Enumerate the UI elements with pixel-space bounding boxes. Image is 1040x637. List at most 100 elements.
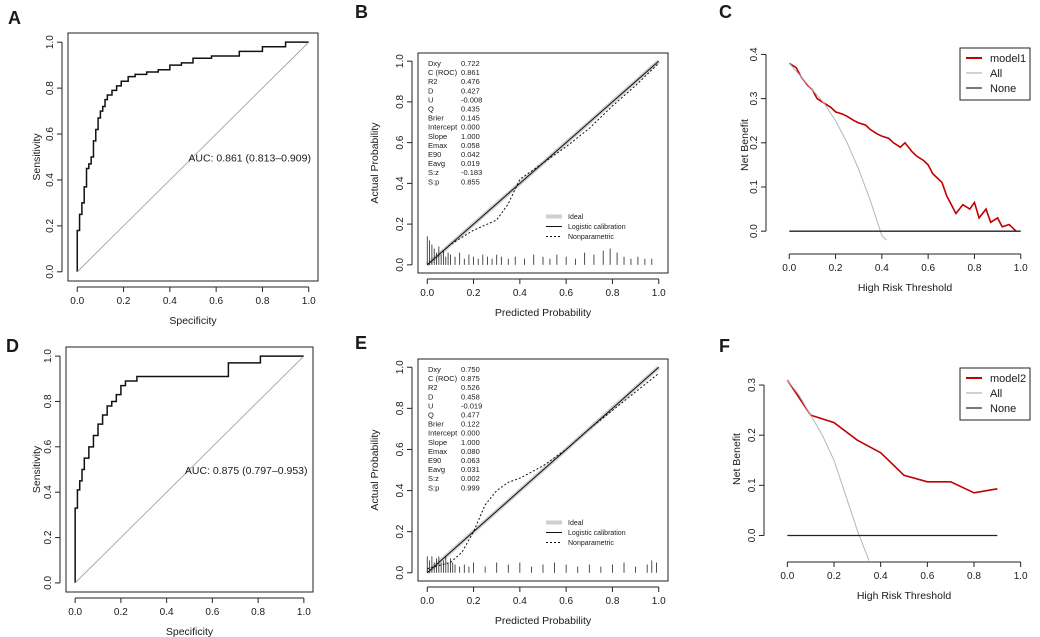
stat-value: 0.855 (461, 177, 480, 186)
stat-value: 0.722 (461, 59, 480, 68)
stat-name: R2 (428, 383, 438, 392)
y-axis-label: Actual Probability (369, 429, 381, 511)
stat-name: U (428, 95, 433, 104)
stat-value: 0.435 (461, 105, 480, 114)
stat-name: U (428, 401, 433, 410)
y-tick-label: 1.0 (395, 360, 406, 374)
series-reference (76, 41, 310, 273)
x-tick-label: 0.4 (163, 296, 177, 307)
series-reference (74, 355, 305, 584)
legend-label: None (990, 403, 1016, 415)
series-roc (76, 41, 309, 272)
auc-annotation: AUC: 0.861 (0.813–0.909) (188, 153, 311, 165)
stat-name: S:p (428, 483, 439, 492)
x-axis-label: High Risk Threshold (858, 282, 953, 294)
stat-name: D (428, 86, 434, 95)
y-tick-label: 0.6 (395, 442, 406, 456)
stat-name: Slope (428, 438, 447, 447)
legend-box (959, 367, 1031, 421)
y-axis-label: Sensitivity (31, 445, 43, 493)
legend-box (959, 47, 1031, 101)
x-axis-label: Predicted Probability (495, 307, 592, 319)
panel-d: D 0.0 0.2 0.4 0.6 0.8 1.0 0.0 0.2 0.4 0.6 0.8 1.0 Spe… (6, 336, 314, 637)
legend-label: model1 (990, 53, 1026, 65)
y-tick-label: 0.8 (395, 401, 406, 415)
x-axis-label: High Risk Threshold (857, 590, 952, 602)
panel-a: A 0.0 0.2 0.4 0.6 0.8 1.0 0.0 0.2 0.4 0.6 0.8 1.0 Spe… (8, 8, 319, 327)
x-tick-label: 0.4 (513, 288, 527, 299)
x-tick-label: 0.0 (68, 607, 82, 618)
stat-value: 0.000 (461, 123, 480, 132)
stat-value: -0.019 (461, 401, 482, 410)
y-tick-label: 1.0 (45, 35, 56, 49)
y-tick-label: 0.2 (749, 135, 760, 149)
stat-value: 0.861 (461, 68, 480, 77)
y-tick-label: 0.6 (43, 439, 54, 453)
stat-value: 0.063 (461, 456, 480, 465)
x-tick-label: 0.4 (875, 263, 889, 274)
y-tick-label: 0.4 (749, 47, 760, 61)
y-tick-label: 0.0 (747, 528, 758, 542)
legend-label: None (990, 83, 1016, 95)
y-tick-label: 0.2 (395, 524, 406, 538)
x-tick-label: 0.2 (117, 296, 131, 307)
stat-value: 0.000 (461, 429, 480, 438)
x-tick-label: 0.8 (967, 263, 981, 274)
legend-label: Ideal (568, 214, 584, 221)
y-tick-label: 1.0 (43, 349, 54, 363)
stat-value: 0.122 (461, 420, 480, 429)
stat-value: 0.458 (461, 392, 480, 401)
stat-value: 0.750 (461, 365, 480, 374)
y-axis-label: Actual Probability (369, 122, 381, 204)
y-tick-label: 0.6 (45, 127, 56, 141)
y-tick-label: 0.2 (43, 530, 54, 544)
legend-label: Logistic calibration (568, 530, 626, 537)
y-tick-label: 0.0 (395, 565, 406, 579)
x-tick-label: 0.0 (420, 288, 434, 299)
panel-f: F 0.0 0.2 0.4 0.6 0.8 1.0 0.0 0.1 0.2 0.3 High Risk… (719, 336, 1031, 602)
panel-label: D (6, 336, 19, 356)
panel-label: E (355, 333, 367, 353)
plot-frame (65, 346, 314, 593)
x-axis-label: Specificity (166, 626, 214, 637)
y-tick-label: 0.2 (395, 217, 406, 231)
legend-label: Nonparametric (568, 540, 614, 547)
stat-name: Emax (428, 141, 447, 150)
stat-value: 0.042 (461, 150, 480, 159)
x-tick-label: 0.2 (467, 288, 481, 299)
panel-c: C 0.0 0.2 0.4 0.6 0.8 1.0 0.0 0.1 0.2 0.3 0.4 High R… (719, 2, 1031, 294)
x-tick-label: 1.0 (302, 296, 316, 307)
stat-name: D (428, 392, 434, 401)
x-tick-label: 0.4 (513, 596, 527, 607)
x-tick-label: 1.0 (1014, 571, 1028, 582)
y-tick-label: 0.0 (749, 224, 760, 238)
x-axis-label: Predicted Probability (495, 615, 592, 627)
x-tick-label: 0.6 (921, 263, 935, 274)
panel-label: F (719, 336, 730, 356)
x-tick-label: 0.6 (920, 571, 934, 582)
y-tick-label: 0.6 (395, 135, 406, 149)
x-tick-label: 0.6 (559, 288, 573, 299)
legend-label: model2 (990, 373, 1026, 385)
x-tick-label: 0.2 (829, 263, 843, 274)
y-tick-label: 0.8 (43, 394, 54, 408)
x-tick-label: 0.8 (255, 296, 269, 307)
x-tick-label: 0.6 (209, 296, 223, 307)
stat-name: E90 (428, 150, 441, 159)
x-tick-label: 0.8 (251, 607, 265, 618)
series-logistic-calibration (426, 60, 660, 266)
stat-name: Emax (428, 447, 447, 456)
x-tick-label: 0.2 (114, 607, 128, 618)
y-tick-label: 0.4 (45, 173, 56, 187)
stat-name: Intercept (428, 123, 458, 132)
y-tick-label: 1.0 (395, 54, 406, 68)
panel-e: E 0.0 0.2 0.4 0.6 0.8 1.0 0.0 0.2 0.4 0.6 0.8 1.0 Pre… (355, 333, 669, 627)
y-tick-label: 0.8 (395, 95, 406, 109)
series-all (788, 62, 887, 241)
stat-name: C (ROC) (428, 68, 458, 77)
stat-value: 1.000 (461, 438, 480, 447)
y-tick-label: 0.3 (749, 91, 760, 105)
stat-name: Dxy (428, 365, 441, 374)
y-tick-label: 0.1 (749, 180, 760, 194)
